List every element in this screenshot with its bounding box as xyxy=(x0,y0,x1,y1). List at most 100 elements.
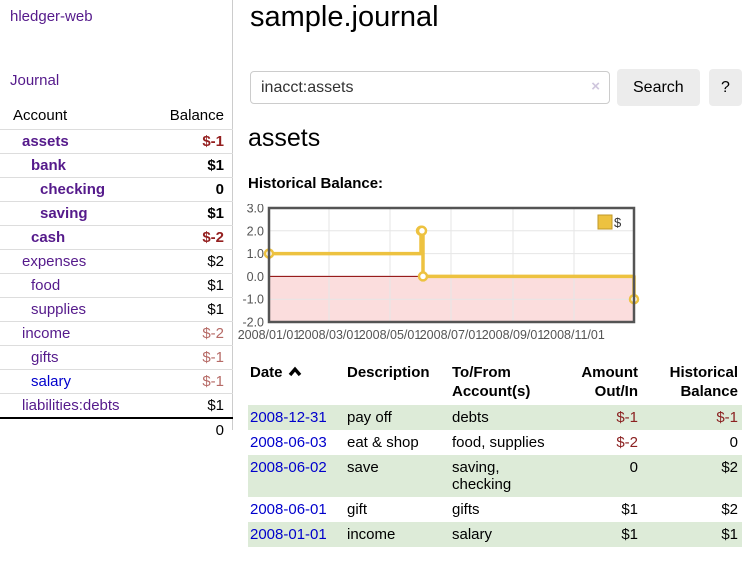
account-balance: $2 xyxy=(152,249,233,274)
account-link-checking[interactable]: checking xyxy=(40,181,106,198)
accounts-table: Account Balance assets $-1 bank $1 check… xyxy=(0,103,233,442)
svg-text:2008/03/01: 2008/03/01 xyxy=(298,328,361,342)
transaction-description: pay off xyxy=(345,405,450,430)
sort-ascending-icon xyxy=(288,366,301,377)
account-balance: 0 xyxy=(152,177,233,202)
account-balance: $1 xyxy=(152,393,233,419)
account-row-gifts: gifts $-1 xyxy=(0,345,233,370)
register-row: 2008-06-03 eat & shop food, supplies $-2… xyxy=(248,430,742,455)
register-row: 2008-01-01 income salary $1 $1 xyxy=(248,522,742,547)
page-title: sample.journal xyxy=(250,1,439,33)
amount-column-header: Amount Out/In xyxy=(581,364,638,400)
account-balance: $1 xyxy=(152,201,233,226)
transaction-balance: $2 xyxy=(642,455,742,497)
transaction-date-link[interactable]: 2008-06-01 xyxy=(250,501,327,518)
svg-text:-1.0: -1.0 xyxy=(242,293,264,307)
historical-balance-chart: 3.0 2.0 1.0 0.0 -1.0 -2.0 2008/01/01 2008/03/01… xyxy=(236,202,648,346)
balance-chart-svg: 3.0 2.0 1.0 0.0 -1.0 -2.02008/01/012008/03/01… xyxy=(238,202,640,342)
account-balance: $-1 xyxy=(152,345,233,370)
svg-text:2008/05/01: 2008/05/01 xyxy=(359,328,422,342)
transaction-accounts: saving, checking xyxy=(450,455,575,497)
account-row-bank: bank $1 xyxy=(0,153,233,178)
sidebar: hledger-web Journal Account Balance asse… xyxy=(0,0,233,442)
main-content: sample.journal × Search ? assets Histori… xyxy=(238,0,742,582)
search-input[interactable] xyxy=(250,71,610,104)
accounts-total-value: 0 xyxy=(152,417,233,442)
account-row-assets: assets $-1 xyxy=(0,129,233,154)
account-row-salary: salary $-1 xyxy=(0,369,233,394)
transaction-amount: $-2 xyxy=(616,434,638,451)
balance-col-header: Balance xyxy=(152,103,233,130)
nav-journal-link[interactable]: Journal xyxy=(10,72,60,89)
account-row-cash: cash $-2 xyxy=(0,225,233,250)
account-row-saving: saving $1 xyxy=(0,201,233,226)
transaction-description: save xyxy=(345,455,450,497)
account-link-supplies[interactable]: supplies xyxy=(31,301,87,318)
account-row-food: food $1 xyxy=(0,273,233,298)
account-link-cash[interactable]: cash xyxy=(31,229,66,246)
account-link-salary[interactable]: salary xyxy=(31,373,72,390)
svg-text:0.0: 0.0 xyxy=(247,270,264,284)
svg-text:3.0: 3.0 xyxy=(247,204,264,216)
account-page-title: assets xyxy=(248,124,321,152)
transaction-date-link[interactable]: 2008-01-01 xyxy=(250,526,327,543)
account-link-expenses[interactable]: expenses xyxy=(22,253,87,270)
description-column-header: Description xyxy=(347,364,430,381)
transaction-description: income xyxy=(345,522,450,547)
account-link-assets[interactable]: assets xyxy=(22,133,69,150)
transaction-balance: $-1 xyxy=(642,405,742,430)
accounts-total-row: 0 xyxy=(0,417,233,442)
transaction-balance: $2 xyxy=(721,501,738,518)
svg-text:-2.0: -2.0 xyxy=(242,316,264,330)
help-button[interactable]: ? xyxy=(709,69,742,106)
transaction-accounts: salary xyxy=(450,522,575,547)
svg-text:2008/09/01: 2008/09/01 xyxy=(482,328,545,342)
account-link-liabilities-debts[interactable]: liabilities:debts xyxy=(22,397,120,414)
register-row: 2008-06-02 save saving, checking 0 $2 xyxy=(248,455,742,497)
clear-search-icon[interactable]: × xyxy=(591,78,600,95)
transaction-amount: $1 xyxy=(621,501,638,518)
accounts-column-header: To/From Account(s) xyxy=(452,364,531,400)
account-row-liabilities-debts: liabilities:debts $1 xyxy=(0,393,233,419)
transaction-accounts: debts xyxy=(450,405,575,430)
register-header-row: Date Description To/From Account(s) Amou… xyxy=(248,361,742,405)
register-table: Date Description To/From Account(s) Amou… xyxy=(248,361,742,547)
search-form: × Search ? xyxy=(250,69,742,106)
transaction-description: eat & shop xyxy=(347,434,419,451)
transaction-accounts: food, supplies xyxy=(452,434,545,451)
account-link-income[interactable]: income xyxy=(22,325,71,342)
transaction-date-link[interactable]: 2008-12-31 xyxy=(250,409,327,426)
account-row-checking: checking 0 xyxy=(0,177,233,202)
chart-label: Historical Balance: xyxy=(248,175,384,192)
account-row-income: income $-2 xyxy=(0,321,233,346)
transaction-date-link[interactable]: 2008-06-03 xyxy=(250,434,327,451)
svg-text:2008/07/01: 2008/07/01 xyxy=(420,328,483,342)
account-row-supplies: supplies $1 xyxy=(0,297,233,322)
svg-text:2.0: 2.0 xyxy=(247,224,264,238)
transaction-date-link[interactable]: 2008-06-02 xyxy=(250,459,327,476)
account-link-food[interactable]: food xyxy=(31,277,61,294)
transaction-amount: $1 xyxy=(575,522,642,547)
accounts-col-header: Account xyxy=(0,103,153,130)
search-button[interactable]: Search xyxy=(617,69,700,106)
account-link-saving[interactable]: saving xyxy=(40,205,88,222)
search-box: × xyxy=(250,71,610,104)
transaction-amount: $-1 xyxy=(575,405,642,430)
date-column-header[interactable]: Date xyxy=(248,361,345,405)
account-link-bank[interactable]: bank xyxy=(31,157,67,174)
transaction-accounts: gifts xyxy=(452,501,480,518)
svg-text:$: $ xyxy=(614,215,622,230)
transaction-amount: 0 xyxy=(575,455,642,497)
app-brand-link[interactable]: hledger-web xyxy=(10,8,93,25)
svg-text:2008/11/01: 2008/11/01 xyxy=(543,328,605,342)
account-balance: $-1 xyxy=(152,369,233,394)
transaction-balance: 0 xyxy=(729,434,738,451)
account-row-expenses: expenses $2 xyxy=(0,249,233,274)
svg-text:1.0: 1.0 xyxy=(247,247,264,261)
transaction-description: gift xyxy=(347,501,368,518)
account-balance: $1 xyxy=(152,273,233,298)
register-row: 2008-06-01 gift gifts $1 $2 xyxy=(248,497,742,522)
transaction-balance: $1 xyxy=(642,522,742,547)
account-link-gifts[interactable]: gifts xyxy=(31,349,59,366)
register-row: 2008-12-31 pay off debts $-1 $-1 xyxy=(248,405,742,430)
